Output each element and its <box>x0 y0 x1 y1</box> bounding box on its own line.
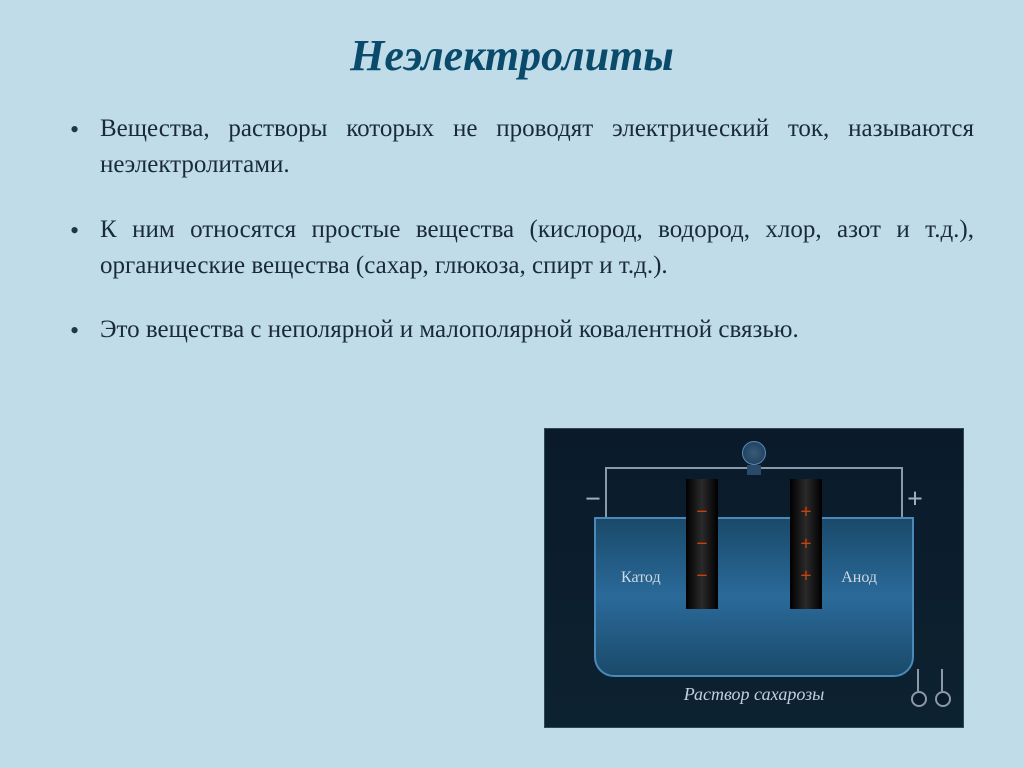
cathode-sign: − <box>585 484 601 516</box>
anode-electrode: + + + <box>790 479 822 609</box>
bullet-item: К ним относятся простые вещества (кислор… <box>70 212 974 285</box>
bullet-item: Вещества, растворы которых не проводят э… <box>70 111 974 184</box>
wire <box>941 669 943 691</box>
wire <box>761 467 903 469</box>
page-title: Неэлектролиты <box>50 30 974 81</box>
wire <box>605 467 607 519</box>
charge-minus-icon: − <box>696 502 707 522</box>
charge-minus-icon: − <box>696 534 707 554</box>
wire <box>917 669 919 691</box>
cathode-electrode: − − − <box>686 479 718 609</box>
bullet-item: Это вещества с неполярной и малополярной… <box>70 312 974 348</box>
electrolysis-diagram: − + − − − + + + Катод Анод Раствор сахар… <box>544 428 964 728</box>
terminal-icon <box>911 691 927 707</box>
charge-minus-icon: − <box>696 566 707 586</box>
bullet-list: Вещества, растворы которых не проводят э… <box>50 111 974 348</box>
terminal-icon <box>935 691 951 707</box>
beaker: − − − + + + Катод Анод <box>594 517 914 677</box>
charge-plus-icon: + <box>800 502 811 522</box>
wire <box>605 467 747 469</box>
charge-plus-icon: + <box>800 534 811 554</box>
anode-label: Анод <box>841 569 877 587</box>
charge-plus-icon: + <box>800 566 811 586</box>
lightbulb-icon <box>742 441 766 465</box>
wire <box>901 467 903 519</box>
beaker-label: Раствор сахарозы <box>684 684 825 705</box>
anode-sign: + <box>907 484 923 516</box>
cathode-label: Катод <box>621 569 661 587</box>
